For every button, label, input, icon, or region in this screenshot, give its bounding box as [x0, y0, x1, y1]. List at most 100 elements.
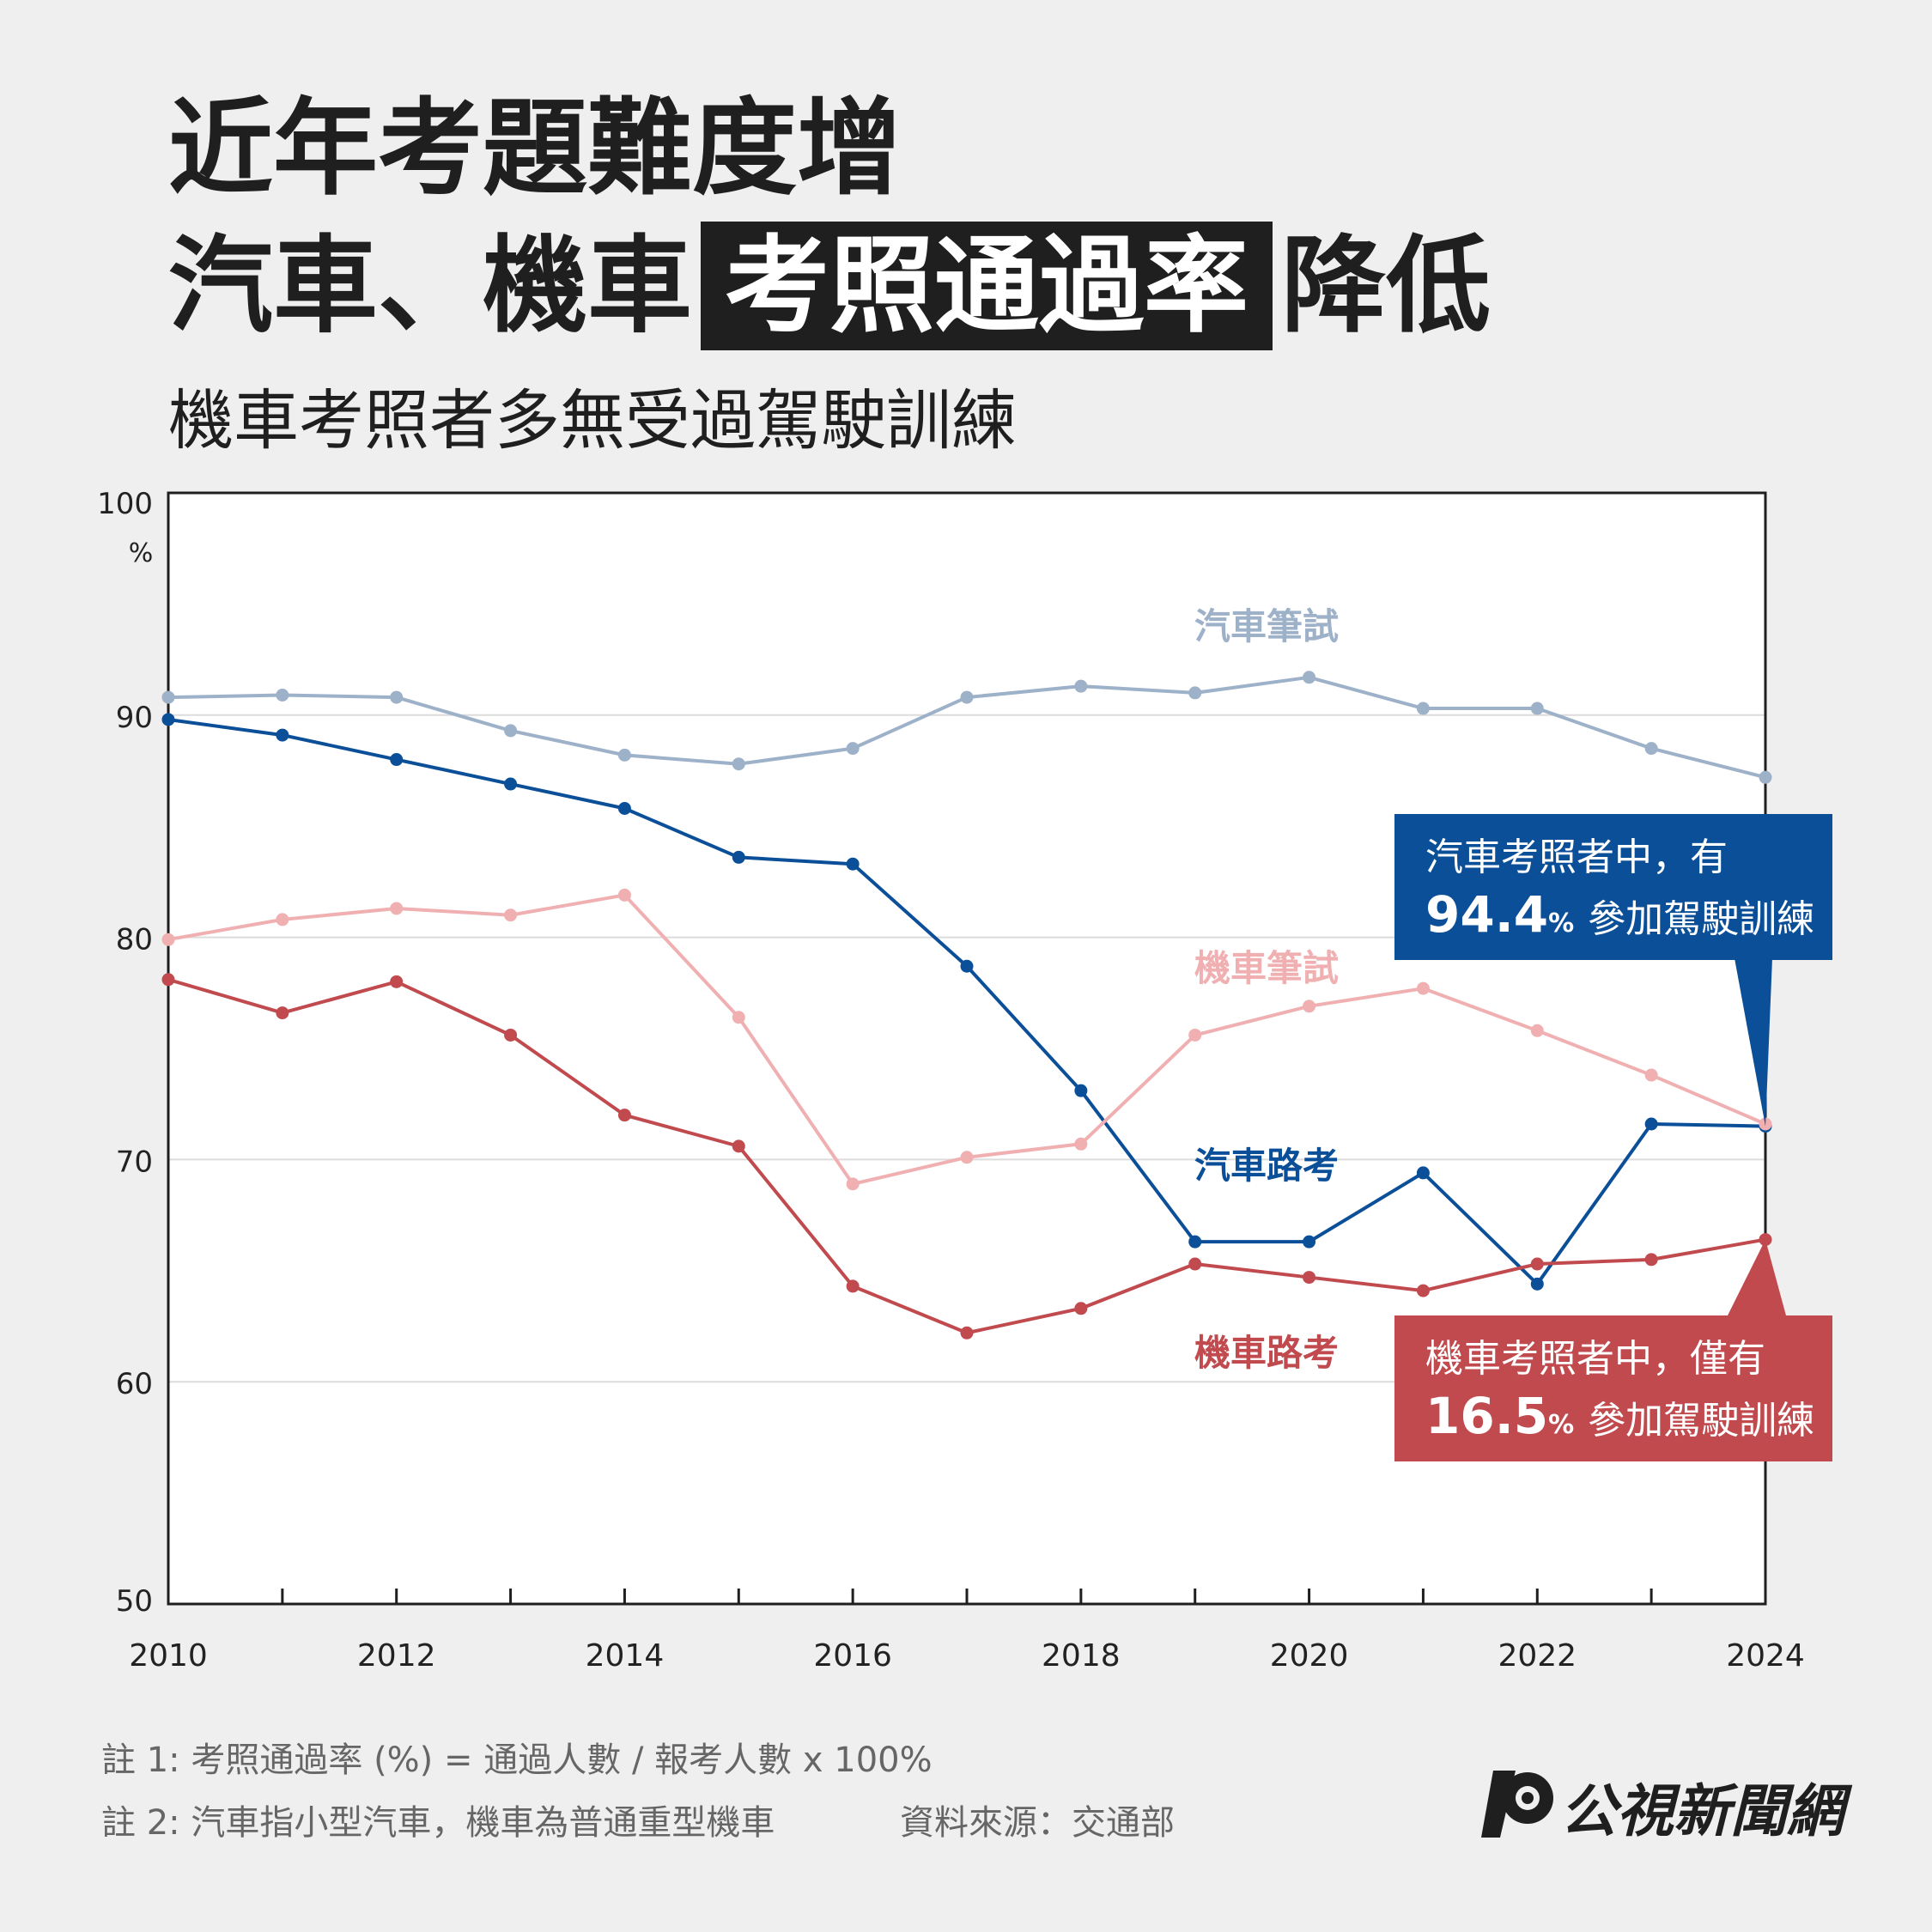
callout-car-line1: 汽車考照者中，有: [1425, 835, 1728, 879]
data-point-1: [1530, 1277, 1544, 1291]
data-point-3: [504, 1028, 518, 1042]
data-point-0: [617, 748, 631, 762]
callout-car-value: 94.4: [1425, 885, 1549, 944]
data-point-1: [1644, 1117, 1658, 1131]
footnote-2: 註 2: 汽車指小型汽車，機車為普通重型機車: [101, 1803, 775, 1843]
data-point-1: [161, 713, 175, 726]
data-point-3: [1303, 1271, 1316, 1285]
data-point-1: [1303, 1235, 1316, 1249]
y-tick-label: 80: [116, 923, 153, 957]
data-point-1: [390, 753, 404, 767]
data-point-3: [1188, 1257, 1202, 1271]
data-point-0: [504, 724, 518, 738]
data-point-0: [732, 757, 745, 771]
data-point-3: [617, 1109, 631, 1122]
data-point-3: [1416, 1284, 1430, 1297]
pts-logo: 公視新聞網: [1481, 1760, 1844, 1846]
x-tick-label: 2022: [1498, 1638, 1577, 1674]
data-point-2: [732, 1011, 745, 1024]
data-point-0: [1303, 671, 1316, 684]
data-point-3: [161, 973, 175, 987]
callout-car-pointer: [1735, 958, 1772, 1127]
data-point-2: [1188, 1028, 1202, 1042]
data-point-2: [1074, 1137, 1088, 1151]
x-tick-label: 2012: [357, 1638, 436, 1674]
data-point-3: [732, 1139, 745, 1153]
data-point-0: [1188, 686, 1202, 700]
data-point-0: [161, 690, 175, 704]
data-point-2: [390, 902, 404, 915]
data-point-3: [1074, 1302, 1088, 1315]
callout-moto-training: 機車考照者中，僅有 16.5% 參加駕駛訓練: [1394, 1315, 1832, 1461]
data-point-3: [1530, 1257, 1544, 1271]
data-point-2: [846, 1177, 860, 1191]
data-point-0: [1416, 702, 1430, 715]
data-point-0: [1644, 742, 1658, 756]
y-tick-label: 60: [116, 1367, 153, 1401]
data-point-0: [276, 689, 289, 702]
data-point-1: [846, 857, 860, 871]
data-point-2: [161, 933, 175, 946]
y-tick-label: 70: [116, 1145, 153, 1179]
data-point-2: [1530, 1024, 1544, 1037]
data-point-1: [1416, 1166, 1430, 1180]
chart-title-line1: 近年考題難度增: [168, 88, 902, 210]
data-point-3: [390, 975, 404, 988]
data-source: 資料來源：交通部: [900, 1803, 1175, 1843]
callout-car-training: 汽車考照者中，有 94.4% 參加駕駛訓練: [1394, 814, 1832, 960]
data-point-0: [390, 690, 404, 704]
data-point-3: [276, 1006, 289, 1020]
pts-logo-text: 公視新聞網: [1560, 1778, 1844, 1844]
data-point-2: [276, 913, 289, 927]
data-point-0: [960, 690, 974, 704]
callout-moto-line1: 機車考照者中，僅有: [1425, 1337, 1765, 1381]
data-point-2: [504, 908, 518, 922]
callout-moto-unit: %: [1548, 1410, 1575, 1440]
callout-moto-value: 16.5: [1425, 1387, 1549, 1445]
title-prefix: 汽車、機車: [168, 225, 692, 347]
series-label: 汽車筆試: [1194, 605, 1339, 647]
data-point-0: [1759, 770, 1772, 784]
data-point-0: [846, 742, 860, 756]
chart-subtitle: 機車考照者多無受過駕駛訓練: [168, 382, 1017, 459]
callout-moto-pointer: [1728, 1239, 1786, 1315]
x-tick-label: 2014: [586, 1638, 665, 1674]
title-highlight: 考照通過率: [701, 222, 1273, 350]
data-point-2: [960, 1151, 974, 1164]
data-point-3: [846, 1279, 860, 1293]
chart-title-line2: 汽車、機車 考照通過率 降低: [168, 222, 1491, 350]
data-point-3: [960, 1326, 974, 1340]
y-axis-unit: %: [129, 538, 154, 568]
data-point-1: [1074, 1084, 1088, 1097]
callout-moto-rest: 參加駕駛訓練: [1588, 1399, 1815, 1443]
series-label: 機車筆試: [1194, 947, 1339, 989]
data-point-2: [1644, 1068, 1658, 1082]
y-tick-label: 90: [116, 701, 153, 735]
callout-car-rest: 參加駕駛訓練: [1588, 897, 1815, 941]
callout-car-unit: %: [1548, 908, 1575, 939]
data-point-2: [617, 888, 631, 902]
data-point-1: [504, 777, 518, 791]
series-label: 汽車路考: [1194, 1145, 1339, 1187]
x-tick-label: 2016: [813, 1638, 892, 1674]
series-label: 機車路考: [1194, 1332, 1339, 1374]
data-point-1: [732, 850, 745, 864]
x-tick-label: 2018: [1042, 1638, 1121, 1674]
data-point-1: [1188, 1235, 1202, 1249]
data-point-3: [1644, 1253, 1658, 1267]
y-tick-label: 100: [97, 487, 153, 521]
title-suffix: 降低: [1281, 225, 1491, 347]
data-point-2: [1416, 981, 1430, 995]
x-tick-label: 2024: [1726, 1638, 1805, 1674]
data-point-1: [960, 959, 974, 973]
data-point-1: [617, 801, 631, 815]
x-tick-label: 2010: [129, 1638, 208, 1674]
y-tick-label: 50: [116, 1584, 153, 1619]
pts-logo-icon: [1481, 1771, 1553, 1838]
data-point-0: [1074, 679, 1088, 693]
data-point-2: [1303, 999, 1316, 1013]
data-point-1: [276, 728, 289, 742]
data-point-0: [1530, 702, 1544, 715]
footnote-1: 註 1: 考照通過率 (%) = 通過人數 / 報考人數 x 100%: [101, 1741, 933, 1780]
